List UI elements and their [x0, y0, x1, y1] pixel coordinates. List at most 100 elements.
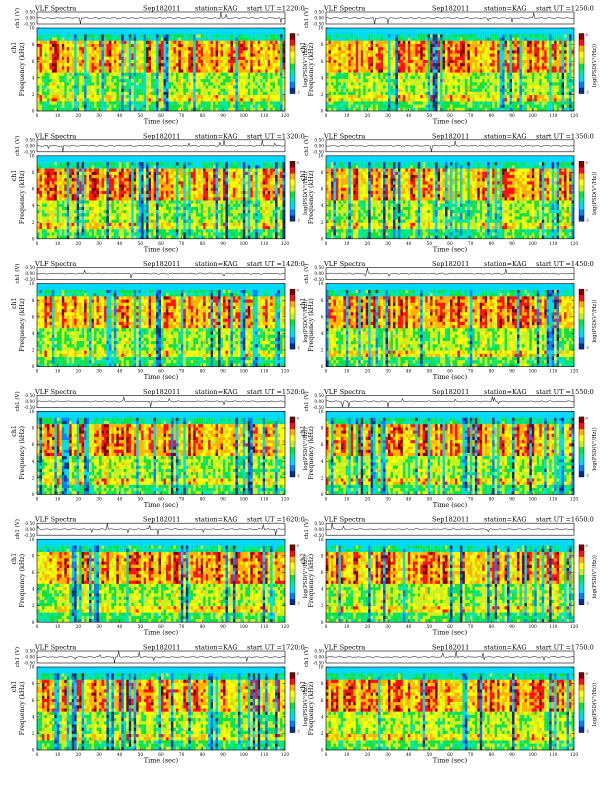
panel-title: VLF Spectra [323, 5, 365, 13]
x-tick-label: 80 [200, 114, 206, 119]
waveform-tick-label: -0.50 [313, 150, 324, 155]
x-axis-label: Time (sec) [144, 501, 179, 509]
colorbar-segment [579, 185, 584, 192]
x-tick-label: 110 [549, 497, 557, 502]
y-tick-label: 8 [321, 682, 324, 687]
waveform-tick-label: -0.50 [313, 534, 324, 539]
x-tick-label: 0 [36, 497, 39, 502]
y-tick-label: 6 [32, 60, 35, 65]
x-tick-label: 40 [406, 242, 412, 247]
x-tick-label: 60 [158, 114, 164, 119]
colorbar-segment [579, 550, 584, 557]
colorbar-segment [290, 343, 295, 350]
x-tick-label: 0 [36, 370, 39, 375]
colorbar-segment [579, 452, 584, 460]
x-tick-label: 70 [179, 497, 185, 502]
x-tick-label: 20 [76, 497, 82, 502]
colorbar-segment [579, 672, 584, 679]
panel-title: VLF Spectra [34, 644, 76, 652]
waveform-axis-label: ch1 (V) [14, 8, 21, 28]
colorbar-frame [289, 544, 296, 605]
y-tick-label: 8 [321, 427, 324, 432]
panel-date: Sep182011 [432, 644, 469, 652]
y-tick-label: 4 [32, 332, 35, 337]
x-tick-label: 40 [117, 242, 123, 247]
x-tick-label: 100 [240, 497, 248, 502]
panel-station: station=KAG [484, 132, 527, 140]
waveform-trace [325, 650, 575, 662]
colorbar-segment [290, 690, 295, 697]
colorbar-label: log(PSD(V²/Hz)) [302, 172, 309, 215]
y-tick-label: 0 [321, 493, 324, 498]
x-tick-label: 60 [158, 753, 164, 758]
x-axis-label: Time (sec) [144, 245, 179, 253]
x-tick-label: 60 [158, 370, 164, 375]
colorbar-label: log(PSD(V²/Hz)) [302, 300, 309, 343]
panel-station: station=KAG [195, 132, 238, 140]
x-tick-label: 50 [427, 370, 433, 375]
x-tick-label: 20 [76, 625, 82, 630]
x-axis-label: Time (sec) [433, 373, 468, 381]
y-tick-label: 10 [29, 154, 35, 159]
x-tick-label: 70 [179, 370, 185, 375]
x-tick-label: 40 [117, 370, 123, 375]
x-tick-label: 20 [76, 242, 82, 247]
x-tick-label: 20 [76, 370, 82, 375]
channel-label: ch1 [11, 170, 18, 182]
colorbar-segment [579, 422, 584, 430]
y-tick-label: 2 [32, 349, 35, 354]
y-tick-label: 2 [32, 732, 35, 737]
colorbar-segment [579, 544, 584, 551]
y-tick-label: 2 [32, 221, 35, 226]
x-tick-label: 60 [447, 114, 453, 119]
y-tick-label: 10 [29, 538, 35, 543]
colorbar-segment [290, 185, 295, 192]
x-tick-label: 50 [427, 114, 433, 119]
x-tick-label: 0 [36, 114, 39, 119]
y-tick-label: 2 [321, 732, 324, 737]
colorbar-segment [579, 580, 584, 587]
x-tick-label: 80 [200, 625, 206, 630]
y-tick-label: 6 [321, 443, 324, 448]
colorbar-segment [579, 63, 584, 70]
waveform-tick-label: 0.00 [314, 656, 324, 661]
x-tick-label: 100 [240, 114, 248, 119]
waveform-trace [36, 139, 286, 152]
x-tick-label: 80 [200, 242, 206, 247]
x-tick-label: 60 [158, 497, 164, 502]
waveform-trace [36, 396, 286, 408]
x-tick-label: 120 [281, 625, 289, 630]
x-tick-label: 50 [427, 625, 433, 630]
x-tick-label: 80 [200, 370, 206, 375]
panel-station: station=KAG [484, 516, 527, 524]
colorbar-segment [579, 586, 584, 593]
y-tick-label: 4 [321, 332, 324, 337]
y-tick-label: 6 [32, 315, 35, 320]
spectrogram-cells [326, 283, 575, 367]
waveform-tick-label: 0.50 [25, 138, 35, 143]
colorbar-segment [290, 325, 295, 332]
colorbar-segment [290, 586, 295, 593]
colorbar-label: log(PSD(V²/Hz)) [302, 427, 309, 470]
colorbar-segment [290, 167, 295, 174]
y-tick-label: 0 [321, 621, 324, 626]
x-tick-label: 100 [529, 114, 537, 119]
x-tick-label: 100 [240, 625, 248, 630]
colorbar-segment [579, 307, 584, 314]
panel-start-time: start UT =1550:0 [536, 388, 594, 396]
colorbar-segment [290, 550, 295, 557]
x-tick-label: 70 [179, 753, 185, 758]
colorbar-tick-label: -1 [586, 217, 590, 222]
x-tick-label: 120 [570, 625, 578, 630]
y-tick-label: 6 [32, 571, 35, 576]
panel-start-time: start UT =1220:0 [247, 5, 305, 13]
x-tick-label: 70 [468, 114, 474, 119]
waveform-tick-label: 0.50 [314, 11, 324, 16]
spectrogram-cells [37, 667, 286, 751]
y-tick-label: 4 [32, 204, 35, 209]
colorbar-tick-label: -1 [586, 345, 590, 350]
x-tick-label: 100 [529, 370, 537, 375]
y-tick-label: 8 [32, 682, 35, 687]
colorbar-tick-label: -1 [586, 473, 590, 478]
